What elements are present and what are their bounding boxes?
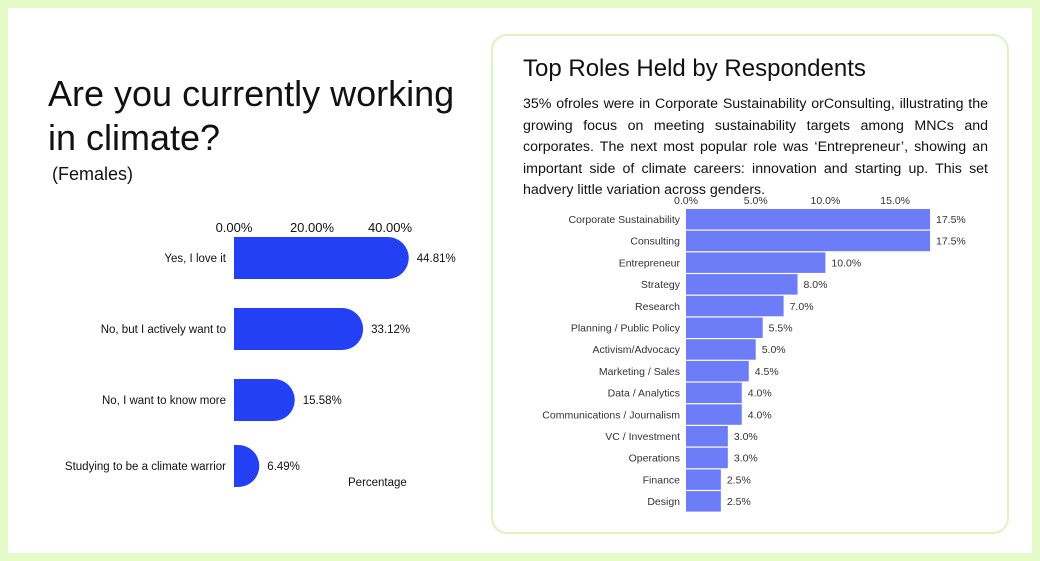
- x-tick-label: 40.00%: [368, 220, 413, 235]
- bar: [686, 469, 721, 490]
- bar: [234, 308, 364, 350]
- category-label: Communications / Journalism: [542, 409, 680, 421]
- category-label: Strategy: [641, 279, 681, 291]
- data-label: 2.5%: [727, 496, 751, 508]
- bar: [686, 339, 756, 360]
- x-tick-label: 0.0%: [674, 195, 698, 207]
- category-label: Data / Analytics: [608, 388, 680, 400]
- bar: [686, 360, 749, 382]
- data-label: 5.0%: [762, 344, 786, 356]
- data-label: 4.0%: [748, 388, 772, 400]
- left-subtitle: (Females): [52, 164, 134, 184]
- category-label: Finance: [643, 474, 681, 486]
- x-axis-label: Percentage: [348, 477, 407, 489]
- data-label: 3.0%: [734, 453, 758, 465]
- category-label: No, I want to know more: [102, 395, 226, 407]
- x-tick-label: 0.00%: [216, 220, 253, 235]
- bar: [686, 382, 742, 404]
- bar: [686, 274, 798, 295]
- category-label: Planning / Public Policy: [571, 323, 681, 335]
- category-label: Entrepreneur: [619, 257, 681, 269]
- bar: [686, 230, 930, 252]
- data-label: 10.0%: [831, 257, 861, 269]
- roles-card-title: Top Roles Held by Respondents: [523, 55, 866, 82]
- category-label: Yes, I love it: [164, 253, 226, 265]
- data-label: 17.5%: [936, 236, 966, 248]
- roles-card-description: 35% ofroles were in Corporate Sustainabi…: [523, 96, 988, 198]
- data-label: 4.0%: [748, 409, 772, 421]
- bar: [686, 447, 728, 469]
- bar: [686, 252, 826, 273]
- bar: [686, 491, 721, 512]
- bar: [686, 317, 763, 338]
- bar: [686, 426, 728, 447]
- bar: [686, 209, 930, 230]
- category-label: Marketing / Sales: [599, 366, 680, 378]
- data-label: 7.0%: [790, 301, 814, 313]
- data-label: 33.12%: [371, 324, 410, 336]
- category-label: No, but I actively want to: [101, 324, 226, 336]
- category-label: Activism/Advocacy: [592, 344, 680, 356]
- bar: [234, 445, 260, 487]
- data-label: 3.0%: [734, 431, 758, 443]
- category-label: Design: [647, 496, 680, 508]
- bar: [234, 379, 295, 421]
- data-label: 4.5%: [755, 366, 779, 378]
- category-label: Operations: [629, 453, 680, 465]
- bar: [234, 237, 409, 279]
- x-tick-label: 20.00%: [290, 220, 335, 235]
- category-label: Research: [635, 301, 680, 313]
- x-tick-label: 10.0%: [811, 195, 841, 207]
- left-title: Are you currently working in climate?: [48, 73, 455, 158]
- data-label: 2.5%: [727, 474, 751, 486]
- bar: [686, 295, 784, 317]
- data-label: 8.0%: [804, 279, 828, 291]
- category-label: VC / Investment: [605, 431, 680, 443]
- x-tick-label: 5.0%: [744, 195, 768, 207]
- data-label: 15.58%: [303, 395, 342, 407]
- bar: [686, 404, 742, 425]
- x-tick-label: 15.0%: [880, 195, 910, 207]
- category-label: Consulting: [630, 236, 680, 248]
- data-label: 6.49%: [267, 461, 300, 473]
- category-label: Corporate Sustainability: [569, 214, 681, 226]
- category-label: Studying to be a climate warrior: [65, 461, 226, 473]
- data-label: 44.81%: [417, 253, 456, 265]
- data-label: 17.5%: [936, 214, 966, 226]
- data-label: 5.5%: [769, 323, 793, 335]
